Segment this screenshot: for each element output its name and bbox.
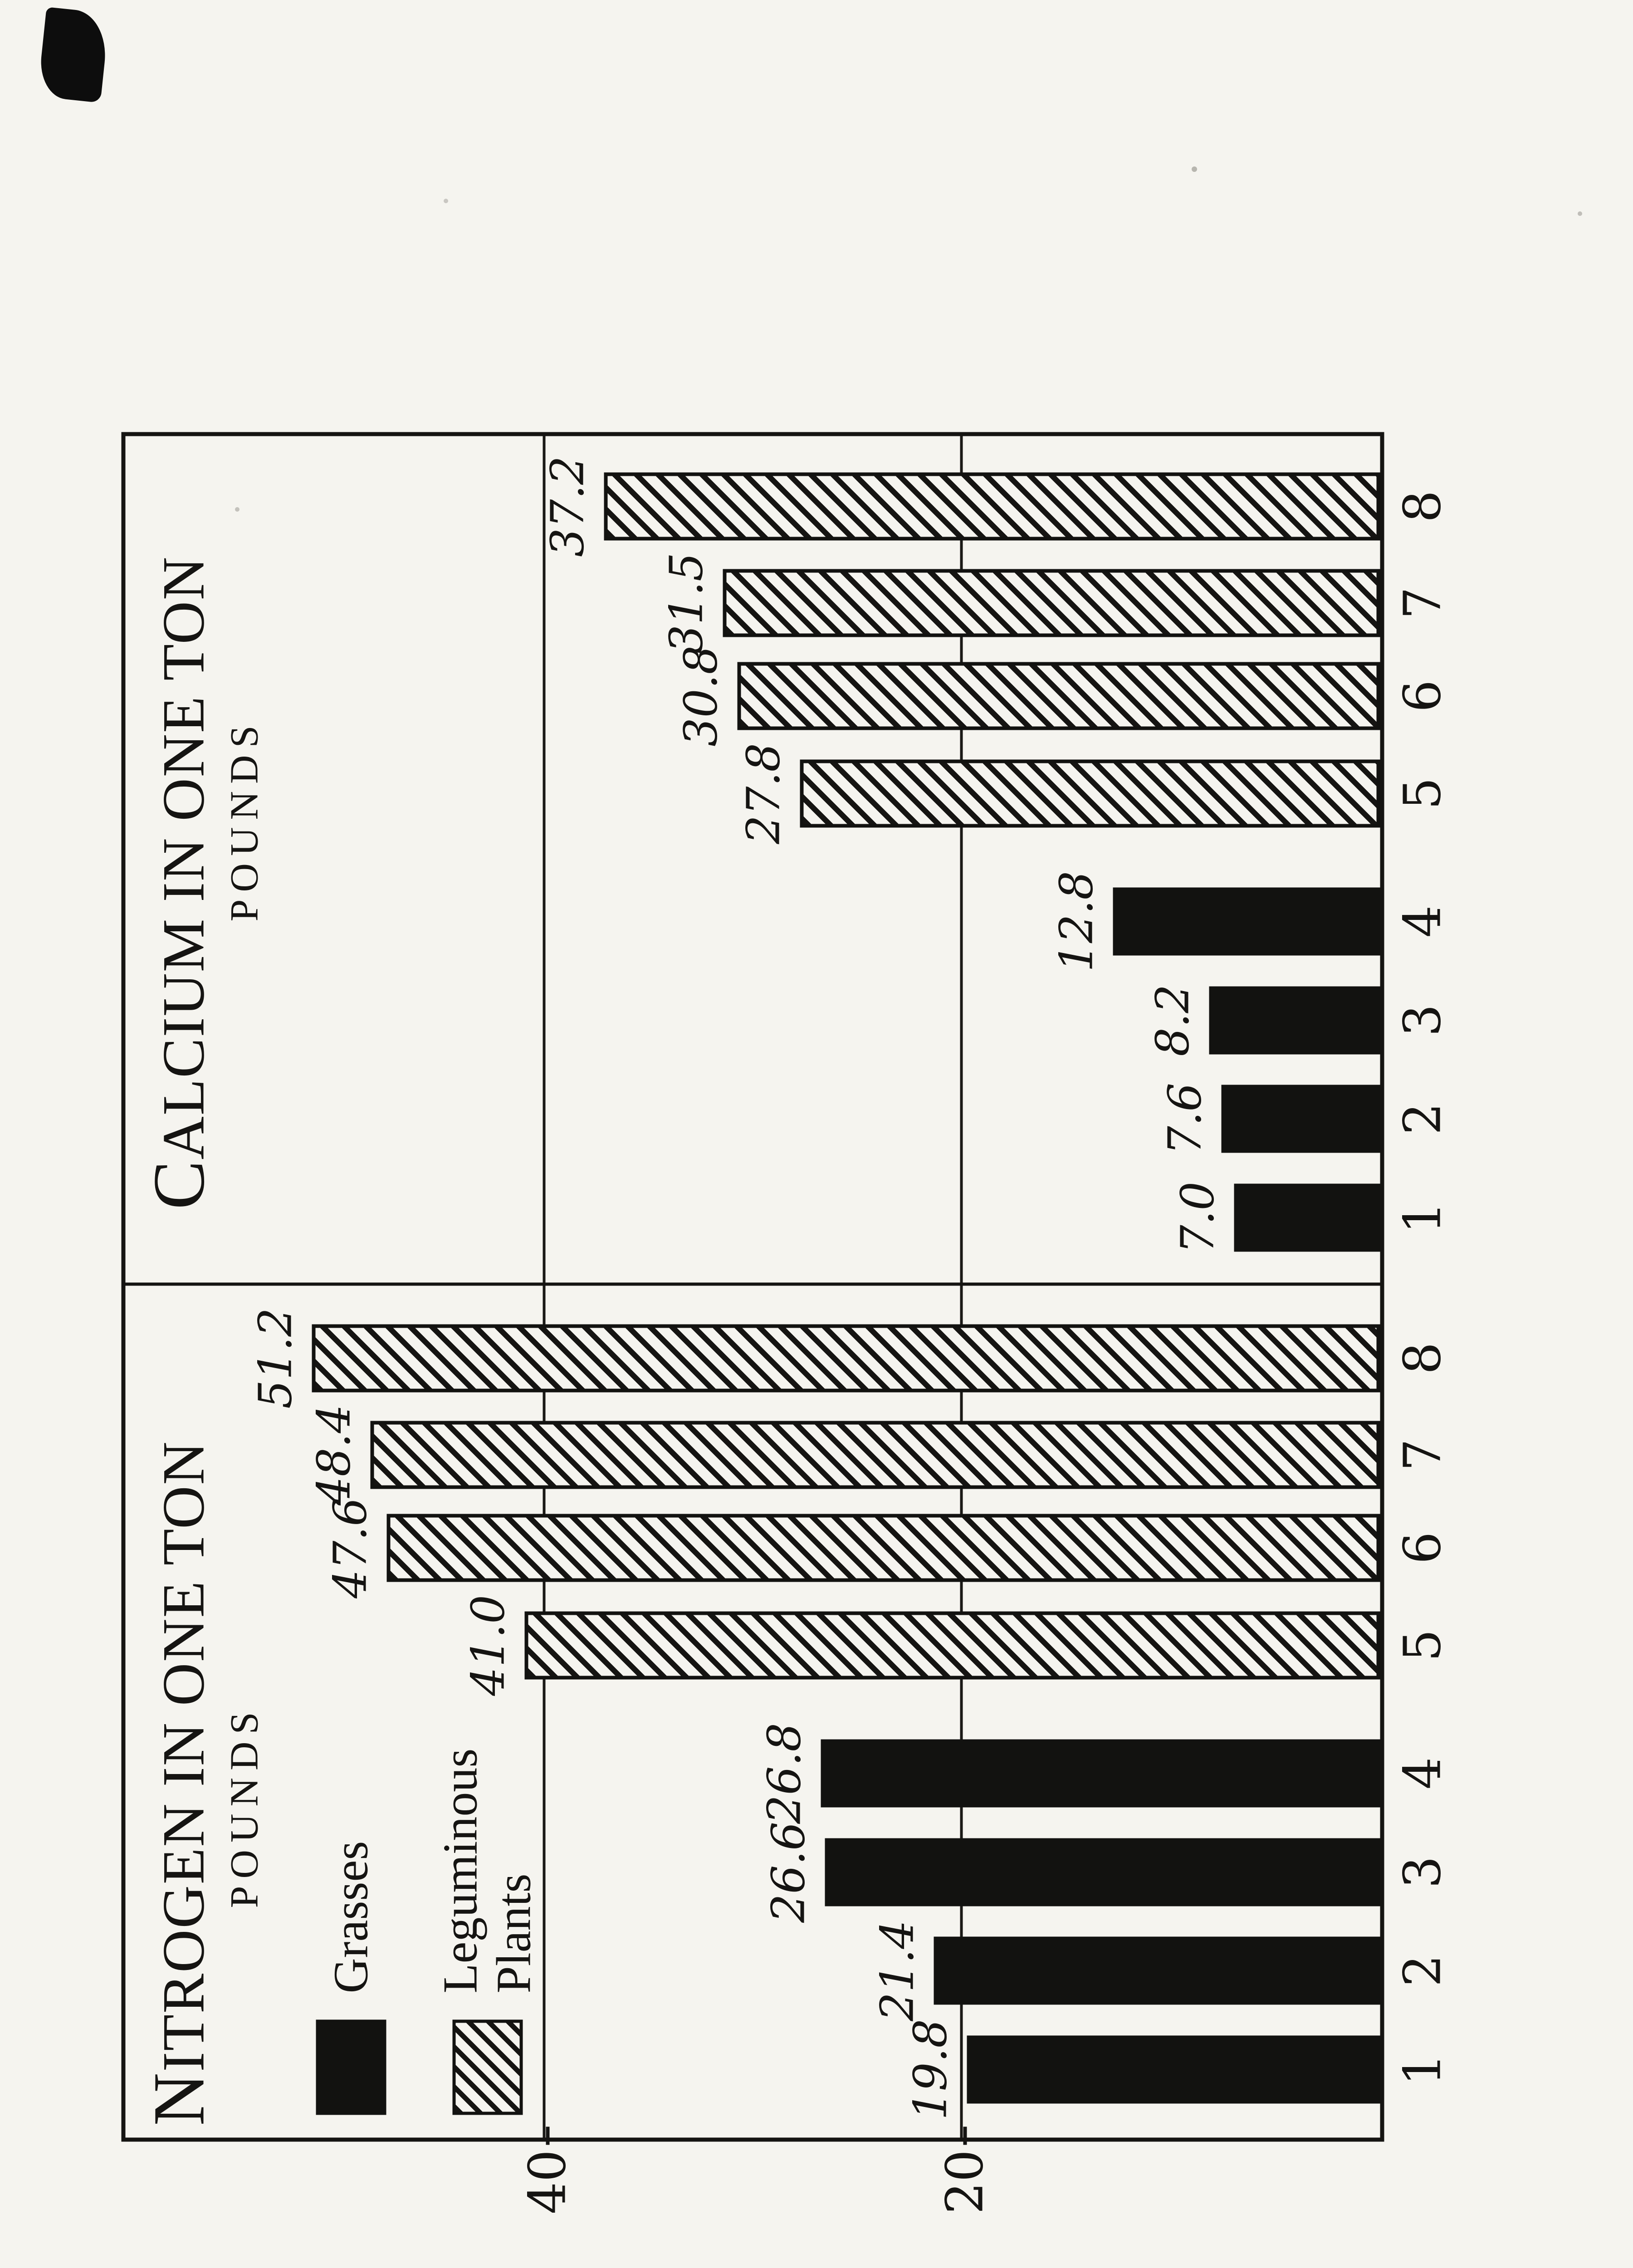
bar-value-label-nitrogen-1: 19.8 [904, 2019, 957, 2120]
bar-nitrogen-5 [524, 1611, 1380, 1680]
bar-value-label-nitrogen-2: 21.4 [870, 1920, 924, 2021]
bar-value-label-nitrogen-7: 48.4 [307, 1404, 361, 1505]
bar-value-label-calcium-2: 7.6 [1158, 1082, 1212, 1155]
bar-nitrogen-6 [386, 1514, 1380, 1582]
category-label-calcium-2: 2 [1393, 1102, 1452, 1135]
bar-value-label-nitrogen-4: 26.8 [758, 1723, 811, 1824]
legend-entry-grasses: Grasses [316, 1740, 386, 2115]
category-label-calcium-3: 3 [1393, 1004, 1452, 1037]
panel-divider [125, 1282, 1380, 1286]
category-label-nitrogen-6: 6 [1393, 1531, 1452, 1564]
bar-value-label-calcium-3: 8.2 [1146, 984, 1199, 1057]
bar-calcium-4 [1113, 887, 1380, 956]
legend-swatch-hatched [452, 2019, 523, 2115]
y-tick-label-20: 20 [935, 2149, 995, 2214]
category-label-nitrogen-1: 1 [1393, 2053, 1452, 2086]
category-label-calcium-5: 5 [1393, 777, 1452, 810]
category-label-nitrogen-4: 4 [1393, 1757, 1452, 1790]
panel-subtitle-calcium: POUNDS [222, 718, 267, 922]
paper-specks [0, 0, 3, 3]
tick-mark-icon [963, 2126, 967, 2145]
bar-calcium-6 [737, 662, 1380, 730]
category-label-calcium-1: 1 [1393, 1201, 1452, 1234]
legend: Grasses Leguminous Plants [316, 1740, 589, 2115]
bar-value-label-nitrogen-5: 41.0 [461, 1595, 515, 1696]
category-label-nitrogen-7: 7 [1393, 1438, 1452, 1471]
bar-calcium-7 [723, 569, 1380, 637]
bar-value-label-nitrogen-6: 47.6 [323, 1497, 377, 1598]
bar-value-label-calcium-4: 12.8 [1050, 871, 1103, 972]
y-tick-label-40: 40 [518, 2149, 577, 2214]
legend-label-grasses: Grasses [324, 1841, 378, 1994]
bar-calcium-1 [1234, 1183, 1380, 1252]
bar-nitrogen-3 [825, 1838, 1380, 1906]
category-label-calcium-8: 8 [1393, 490, 1452, 523]
bar-value-label-nitrogen-3: 26.6 [762, 1822, 815, 1923]
bar-value-label-calcium-7: 31.5 [660, 552, 713, 654]
panel-title-calcium: CALCIUM IN ONE TON [138, 556, 220, 1210]
bar-calcium-5 [800, 759, 1380, 828]
bar-value-label-calcium-6: 30.8 [674, 645, 728, 747]
figure-rotated: NITROGEN IN ONE TON POUNDS CALCIUM IN ON… [121, 432, 1452, 2214]
bar-nitrogen-1 [967, 2035, 1380, 2104]
bar-nitrogen-4 [821, 1739, 1380, 1808]
y-tick-40: 40 [518, 2126, 577, 2214]
tick-mark-icon [546, 2126, 550, 2145]
bar-nitrogen-8 [312, 1324, 1380, 1393]
legend-label-leguminous: Leguminous Plants [433, 1748, 541, 1994]
category-label-nitrogen-8: 8 [1393, 1342, 1452, 1375]
plot-area: NITROGEN IN ONE TON POUNDS CALCIUM IN ON… [121, 432, 1384, 2142]
bar-value-label-nitrogen-8: 51.2 [249, 1308, 302, 1409]
legend-entry-leguminous: Leguminous Plants [434, 1740, 541, 2115]
bar-calcium-2 [1221, 1085, 1380, 1153]
category-label-calcium-6: 6 [1393, 679, 1452, 713]
y-tick-20: 20 [935, 2126, 995, 2214]
bar-calcium-3 [1209, 986, 1380, 1055]
category-label-calcium-4: 4 [1393, 905, 1452, 938]
panel-title-nitrogen: NITROGEN IN ONE TON [138, 1441, 220, 2126]
category-label-nitrogen-5: 5 [1393, 1629, 1452, 1662]
bar-value-label-calcium-1: 7.0 [1171, 1181, 1224, 1254]
scan-artifact [37, 7, 110, 103]
panel-subtitle-nitrogen: POUNDS [222, 1705, 267, 1908]
bar-nitrogen-7 [370, 1421, 1380, 1489]
bar-value-label-calcium-5: 27.8 [737, 743, 790, 844]
category-label-nitrogen-3: 3 [1393, 1856, 1452, 1889]
category-label-calcium-7: 7 [1393, 587, 1452, 620]
bar-calcium-8 [604, 472, 1380, 541]
legend-swatch-solid [316, 2019, 386, 2115]
category-label-nitrogen-2: 2 [1393, 1954, 1452, 1987]
bar-nitrogen-2 [934, 1936, 1380, 2005]
bar-value-label-calcium-8: 37.2 [541, 456, 594, 557]
